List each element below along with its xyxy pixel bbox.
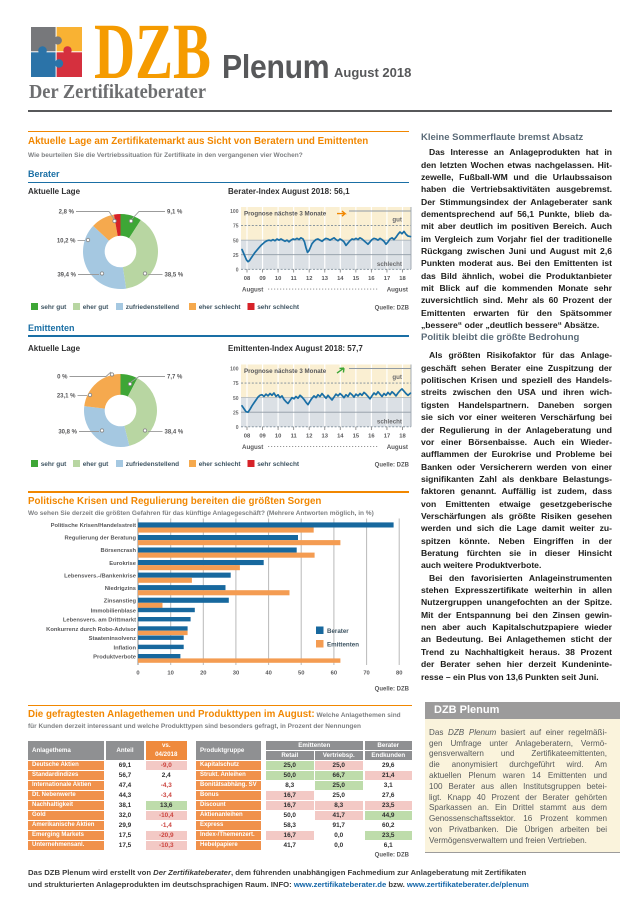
svg-text:12: 12 (306, 433, 312, 439)
svg-text:August: August (242, 444, 263, 451)
svg-text:sehr schlecht: sehr schlecht (257, 304, 300, 311)
svg-text:Lebensvers.-/Bankenkrise: Lebensvers.-/Bankenkrise (64, 573, 137, 579)
svg-text:75: 75 (233, 224, 239, 230)
svg-text:Regulierung der Beratung: Regulierung der Beratung (64, 536, 136, 542)
svg-text:7,7 %: 7,7 % (167, 375, 183, 381)
svg-text:schlecht: schlecht (377, 418, 402, 425)
svg-text:sehr gut: sehr gut (41, 461, 67, 468)
svg-text:16: 16 (368, 276, 375, 282)
svg-text:16: 16 (368, 433, 375, 439)
svg-text:Prognose nächste 3 Monate: Prognose nächste 3 Monate (244, 368, 327, 375)
svg-text:38,4 %: 38,4 % (165, 430, 184, 436)
svg-text:08: 08 (244, 276, 251, 282)
svg-text:Börsencrash: Börsencrash (101, 548, 137, 554)
svg-text:17: 17 (384, 276, 390, 282)
svg-text:11: 11 (291, 276, 298, 282)
svg-text:75: 75 (233, 381, 239, 387)
svg-text:Produktverbote: Produktverbote (93, 655, 137, 661)
svg-text:0: 0 (236, 425, 239, 431)
svg-text:eher gut: eher gut (83, 304, 109, 311)
svg-text:Staateninsolvenz: Staateninsolvenz (89, 636, 136, 642)
svg-text:50: 50 (298, 671, 304, 677)
svg-text:18: 18 (399, 276, 406, 282)
svg-text:gut: gut (392, 374, 402, 381)
svg-text:August: August (242, 286, 263, 293)
svg-text:50: 50 (233, 396, 239, 402)
svg-text:14: 14 (337, 276, 344, 282)
svg-text:10: 10 (275, 433, 281, 439)
svg-text:11: 11 (291, 433, 298, 439)
svg-text:09: 09 (259, 433, 266, 439)
svg-text:13: 13 (322, 276, 329, 282)
svg-text:0: 0 (236, 267, 239, 273)
svg-text:30: 30 (233, 671, 239, 677)
svg-text:15: 15 (353, 276, 360, 282)
svg-text:Inflation: Inflation (113, 645, 136, 651)
svg-text:Quelle: DZB: Quelle: DZB (375, 852, 410, 858)
svg-text:Lebensvers. am Drittmarkt: Lebensvers. am Drittmarkt (63, 618, 136, 624)
svg-text:Zinsanstieg: Zinsanstieg (104, 598, 137, 604)
svg-text:08: 08 (244, 433, 251, 439)
svg-text:Quelle: DZB: Quelle: DZB (375, 462, 410, 468)
svg-text:80: 80 (396, 671, 402, 677)
svg-text:Emittenten: Emittenten (327, 642, 359, 649)
svg-text:0: 0 (136, 671, 139, 677)
svg-text:zufriedenstellend: zufriedenstellend (126, 304, 179, 311)
svg-text:20: 20 (200, 671, 206, 677)
svg-text:Eurokrise: Eurokrise (109, 561, 137, 567)
svg-text:schlecht: schlecht (377, 261, 402, 268)
svg-text:10: 10 (167, 671, 173, 677)
svg-text:gut: gut (392, 217, 402, 224)
svg-text:18: 18 (399, 433, 406, 439)
svg-text:zufriedenstellend: zufriedenstellend (126, 461, 179, 468)
svg-text:10,2 %: 10,2 % (57, 239, 76, 245)
svg-text:13: 13 (322, 433, 329, 439)
svg-text:Konkurrenz durch Robo-Advisor: Konkurrenz durch Robo-Advisor (46, 627, 137, 633)
svg-text:Prognose nächste 3 Monate: Prognose nächste 3 Monate (244, 211, 327, 218)
svg-text:30,8 %: 30,8 % (58, 430, 77, 436)
svg-text:60: 60 (331, 671, 337, 677)
svg-text:50: 50 (233, 238, 239, 244)
svg-text:Niedrigzins: Niedrigzins (105, 586, 136, 592)
svg-text:Quelle: DZB: Quelle: DZB (375, 305, 410, 311)
svg-text:25: 25 (233, 410, 239, 416)
svg-text:eher schlecht: eher schlecht (199, 461, 242, 468)
svg-text:eher schlecht: eher schlecht (199, 304, 242, 311)
svg-text:9,1 %: 9,1 % (167, 210, 183, 216)
svg-text:25: 25 (233, 253, 239, 259)
svg-text:Berater: Berater (327, 628, 349, 635)
svg-text:Immobilienblase: Immobilienblase (91, 609, 137, 615)
svg-text:09: 09 (259, 276, 266, 282)
svg-text:sehr gut: sehr gut (41, 304, 67, 311)
svg-text:15: 15 (353, 433, 360, 439)
svg-text:17: 17 (384, 433, 390, 439)
svg-text:40: 40 (265, 671, 271, 677)
svg-text:70: 70 (363, 671, 369, 677)
svg-text:38,5 %: 38,5 % (165, 273, 184, 279)
svg-text:2,8 %: 2,8 % (59, 210, 75, 216)
svg-text:100: 100 (230, 367, 239, 373)
svg-text:14: 14 (337, 433, 344, 439)
svg-text:August: August (387, 286, 408, 293)
svg-text:23,1 %: 23,1 % (57, 394, 76, 400)
svg-text:12: 12 (306, 276, 312, 282)
svg-text:eher gut: eher gut (83, 461, 109, 468)
svg-text:39,4 %: 39,4 % (57, 273, 76, 279)
svg-text:100: 100 (230, 209, 239, 215)
svg-text:10: 10 (275, 276, 281, 282)
svg-text:Politische Krisen/Handelsstrei: Politische Krisen/Handelsstreit (51, 523, 136, 529)
svg-text:August: August (387, 444, 408, 451)
svg-text:sehr schlecht: sehr schlecht (257, 461, 300, 468)
svg-text:0 %: 0 % (57, 375, 68, 381)
svg-text:Quelle: DZB: Quelle: DZB (375, 687, 410, 693)
